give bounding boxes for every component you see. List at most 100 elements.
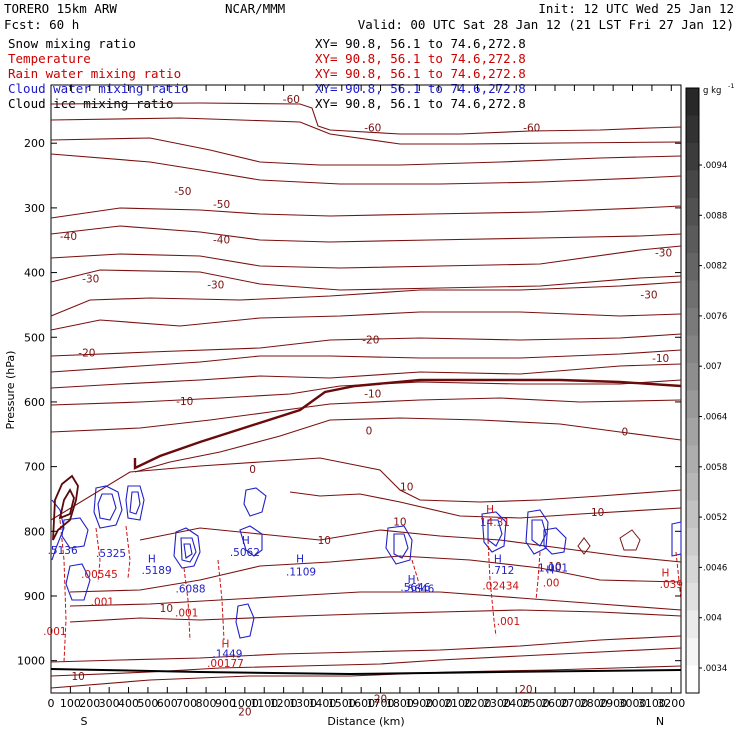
x-tick-label: 300 bbox=[99, 697, 120, 710]
x-tick-label: 3100 bbox=[638, 697, 666, 710]
contour-25 bbox=[50, 665, 682, 689]
x-tick-label: 1600 bbox=[347, 697, 375, 710]
x-tick-label: 2400 bbox=[502, 697, 530, 710]
extremum-label: H bbox=[242, 535, 250, 547]
contour-label: -30 bbox=[82, 273, 99, 285]
colorbar-step bbox=[686, 253, 699, 281]
cloud-right-6 bbox=[531, 519, 547, 547]
snow-2 bbox=[58, 488, 75, 520]
extremum-label: H bbox=[148, 553, 156, 565]
cloud-left-1 bbox=[51, 499, 65, 561]
colorbar-step bbox=[686, 143, 699, 171]
colorbar-label: .0064 bbox=[703, 413, 727, 423]
contour-labels: -60 -60 -60 -50 -50 -40 -40 -30 -30 -30 -30 -20 -20 -… bbox=[60, 94, 672, 719]
contour-lower-1 bbox=[50, 397, 682, 433]
contour-label: -30 bbox=[640, 289, 657, 301]
colorbar-label: .0094 bbox=[703, 161, 727, 171]
colorbar-step bbox=[686, 610, 699, 639]
colorbar-label: .004 bbox=[703, 614, 722, 624]
colorbar-label: .0082 bbox=[703, 262, 727, 272]
colorbar-label: .0058 bbox=[703, 463, 727, 473]
extremum-label: .1109 bbox=[286, 566, 316, 578]
rain-7 bbox=[487, 539, 497, 637]
contour-label: 10 bbox=[393, 516, 406, 528]
y-tick-label: 200 bbox=[24, 137, 45, 150]
colorbar-step bbox=[686, 198, 699, 226]
extremum-label: H bbox=[408, 574, 416, 586]
y-axis-title: Pressure (hPa) bbox=[4, 351, 17, 430]
contour-10d bbox=[69, 555, 682, 593]
x-tick-label: 0 bbox=[48, 697, 55, 710]
org-title: NCAR/MMM bbox=[225, 1, 285, 16]
x-tick-label: 2000 bbox=[425, 697, 453, 710]
colorbar-step bbox=[686, 583, 699, 611]
colorbar-step bbox=[686, 638, 699, 666]
cloud-right-7 bbox=[543, 527, 567, 555]
extremum-label: H bbox=[486, 504, 494, 516]
field-name: Cloud water mixing ratio bbox=[8, 81, 189, 96]
contour-label: -20 bbox=[362, 335, 379, 347]
extremum-label: H bbox=[494, 553, 502, 565]
x-tick-label: 600 bbox=[157, 697, 178, 710]
contour-minus-40 bbox=[50, 205, 682, 219]
cloud-far-right bbox=[671, 521, 682, 557]
contour-label: 20 bbox=[238, 707, 251, 719]
extremum-label: .5325 bbox=[96, 548, 126, 560]
colorbar-step bbox=[686, 528, 699, 556]
x-tick-label: 800 bbox=[196, 697, 217, 710]
extrema-labels: H.5062H.1109H.5189H14.31H.712H.5646H1.00… bbox=[43, 504, 683, 670]
contour-10b bbox=[289, 491, 682, 519]
x-tick-label: 900 bbox=[215, 697, 236, 710]
rain-3 bbox=[125, 525, 131, 579]
rain-1 bbox=[59, 519, 67, 663]
colorbar-label: .0088 bbox=[703, 211, 727, 221]
contour-10 bbox=[50, 457, 682, 521]
y-tick-label: 400 bbox=[24, 267, 45, 280]
x-tick-label: 700 bbox=[176, 697, 197, 710]
extremum-label: .02434 bbox=[482, 581, 519, 593]
x-tick-label: 2900 bbox=[599, 697, 627, 710]
contour-label: 10 bbox=[318, 535, 331, 547]
x-tick-label: 1100 bbox=[250, 697, 278, 710]
colorbar-label: .0052 bbox=[703, 513, 727, 523]
init-time: Init: 12 UTC Wed 25 Jan 12 bbox=[538, 1, 734, 16]
colorbar-frame bbox=[685, 87, 700, 694]
cloud-mid-6 bbox=[235, 603, 255, 639]
rain-9 bbox=[675, 551, 682, 601]
x-tick-label: 2800 bbox=[580, 697, 608, 710]
rain-2 bbox=[95, 527, 101, 583]
x-tick-label: 2700 bbox=[560, 697, 588, 710]
x-tick-label: 3000 bbox=[619, 697, 647, 710]
x-tick-label: 1500 bbox=[328, 697, 356, 710]
rain-water-contours bbox=[59, 519, 682, 663]
extremum-label: .5646 bbox=[404, 584, 434, 596]
cloud-mid-3 bbox=[183, 543, 193, 559]
cloud-water-contours bbox=[51, 485, 682, 639]
contour-minus-5 bbox=[50, 363, 682, 389]
contour-minus-60b bbox=[50, 117, 682, 145]
y-tick-label: 900 bbox=[24, 590, 45, 603]
contour-label: -60 bbox=[283, 94, 300, 106]
loop-1 bbox=[577, 537, 591, 555]
y-tick-label: 700 bbox=[24, 461, 45, 474]
contour-label: 0 bbox=[621, 427, 628, 439]
field-xy: XY= 90.8, 56.1 to 74.6,272.8 bbox=[315, 36, 526, 51]
x-axis-title: Distance (km) bbox=[327, 715, 404, 728]
north-label: N bbox=[656, 715, 664, 728]
x-tick-label: 2200 bbox=[463, 697, 491, 710]
extremum-label: .039 bbox=[660, 579, 683, 591]
cloud-right-4 bbox=[487, 519, 503, 547]
x-tick-label: 1700 bbox=[367, 697, 395, 710]
extremum-label: 1.001 bbox=[538, 562, 568, 574]
contour-label: -60 bbox=[523, 123, 540, 135]
cloud-right-2 bbox=[393, 533, 409, 559]
cloud-mid-2 bbox=[180, 537, 197, 563]
contour-label: -20 bbox=[78, 348, 95, 360]
x-tick-label: 1300 bbox=[289, 697, 317, 710]
cloud-left-2 bbox=[93, 485, 123, 529]
field-name: Temperature bbox=[8, 51, 91, 66]
rain-5 bbox=[217, 559, 225, 641]
surface-line bbox=[50, 668, 682, 676]
